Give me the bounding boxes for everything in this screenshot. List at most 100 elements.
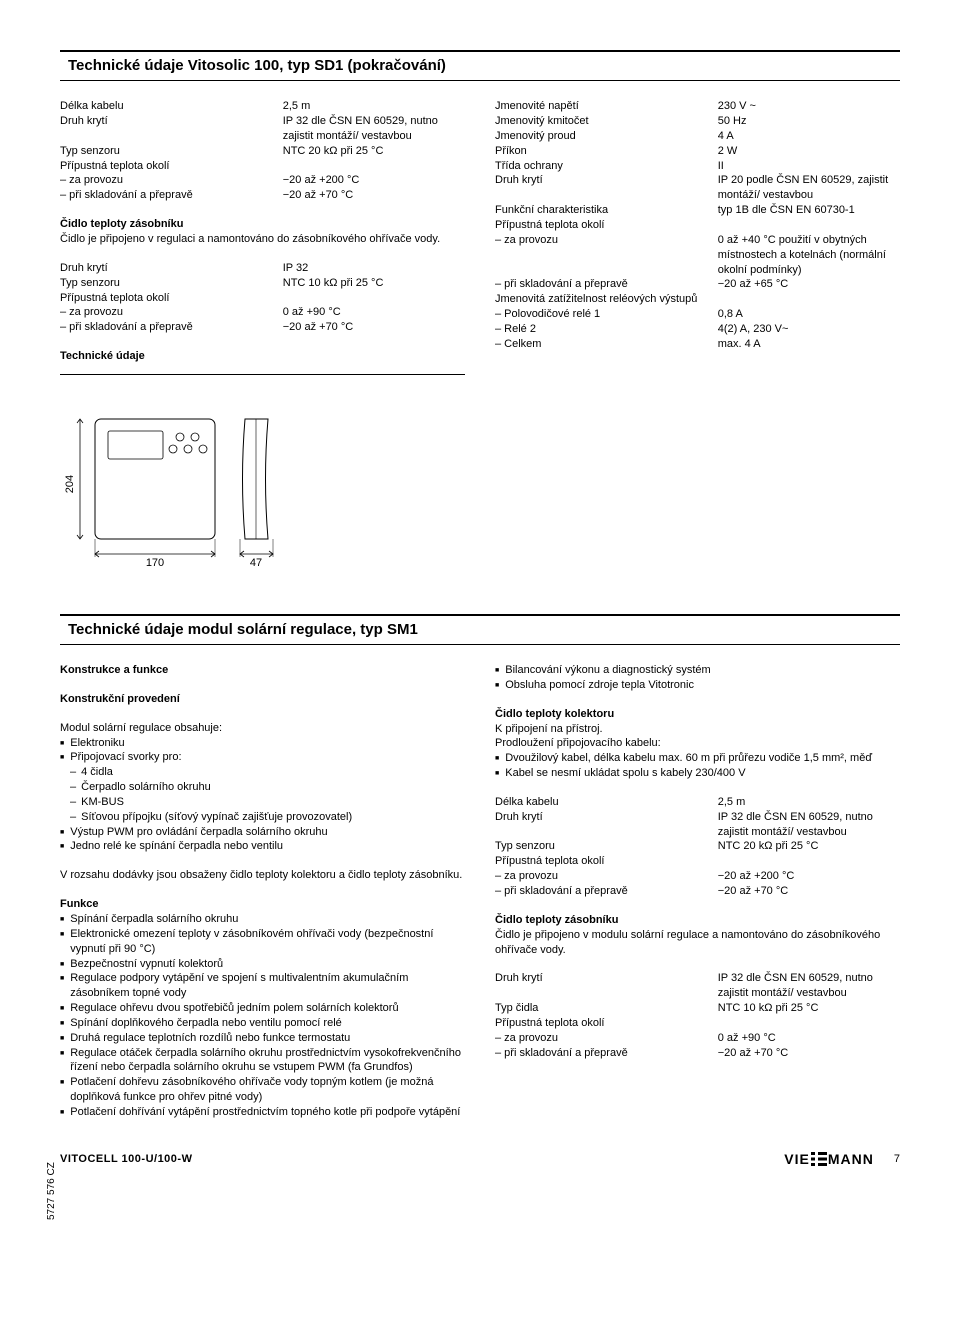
k: Příkon bbox=[495, 144, 718, 159]
section-title-top: Technické údaje Vitosolic 100, typ SD1 (… bbox=[60, 50, 900, 81]
subheading: Čidlo teploty zásobníku bbox=[495, 913, 900, 928]
v: NTC 20 kΩ při 25 °C bbox=[283, 144, 465, 159]
v: typ 1B dle ČSN EN 60730-1 bbox=[718, 203, 900, 218]
bottom-columns: Konstrukce a funkce Konstrukční proveden… bbox=[60, 663, 900, 1120]
v: 0 až +90 °C bbox=[283, 305, 465, 320]
k: Jmenovitý proud bbox=[495, 129, 718, 144]
text: Modul solární regulace obsahuje: bbox=[60, 721, 465, 736]
dim-h: 204 bbox=[64, 475, 76, 493]
label: Přípustná teplota okolí bbox=[495, 218, 900, 233]
text: V rozsahu dodávky jsou obsaženy čidlo te… bbox=[60, 868, 465, 883]
k: – Celkem bbox=[495, 337, 718, 352]
k: – za provozu bbox=[495, 869, 718, 884]
k: Druh krytí bbox=[495, 810, 718, 840]
v: −20 až +70 °C bbox=[283, 188, 465, 203]
v: −20 až +70 °C bbox=[283, 320, 465, 335]
li: Regulace otáček čerpadla solárního okruh… bbox=[70, 1046, 465, 1076]
v: −20 až +70 °C bbox=[718, 884, 900, 899]
k: – při skladování a přepravě bbox=[60, 188, 283, 203]
k: – za provozu bbox=[495, 1031, 718, 1046]
top-left-col: Délka kabelu2,5 m Druh krytíIP 32 dle ČS… bbox=[60, 99, 465, 379]
li: Regulace ohřevu dvou spotřebičů jedním p… bbox=[70, 1001, 398, 1016]
footer-product: VITOCELL 100-U/100-W bbox=[60, 1152, 192, 1167]
li: Regulace podpory vytápění ve spojení s m… bbox=[70, 971, 465, 1001]
bottom-right-col: Bilancování výkonu a diagnostický systém… bbox=[495, 663, 900, 1120]
k: Typ senzoru bbox=[60, 276, 283, 291]
subheading: Funkce bbox=[60, 897, 465, 912]
side-code: 5727 576 CZ bbox=[45, 1162, 59, 1220]
label: Přípustná teplota okolí bbox=[495, 854, 900, 869]
li: Druhá regulace teplotních rozdílů nebo f… bbox=[70, 1031, 350, 1046]
li: Potlačení dohřívání vytápění prostřednic… bbox=[70, 1105, 460, 1120]
li: Dvoužilový kabel, délka kabelu max. 60 m… bbox=[505, 751, 872, 766]
li: Bezpečnostní vypnutí kolektorů bbox=[70, 957, 223, 972]
v: 2,5 m bbox=[718, 795, 900, 810]
v: 4 A bbox=[718, 129, 900, 144]
k: – za provozu bbox=[60, 173, 283, 188]
device-diagram: 204 170 47 bbox=[60, 409, 900, 574]
k: – při skladování a přepravě bbox=[60, 320, 283, 335]
dim-w: 170 bbox=[146, 557, 164, 569]
k: – při skladování a přepravě bbox=[495, 1046, 718, 1061]
li: Potlačení dohřevu zásobníkového ohřívače… bbox=[70, 1075, 465, 1105]
li: Jedno relé ke spínání čerpadla nebo vent… bbox=[70, 839, 283, 854]
brand-logo: VIE MANN bbox=[784, 1150, 874, 1169]
k: Typ čidla bbox=[495, 1001, 718, 1016]
k: – Relé 2 bbox=[495, 322, 718, 337]
k: – při skladování a přepravě bbox=[495, 277, 718, 292]
v: NTC 20 kΩ při 25 °C bbox=[718, 839, 900, 854]
k: – při skladování a přepravě bbox=[495, 884, 718, 899]
k: Druh krytí bbox=[60, 114, 283, 144]
li: Výstup PWM pro ovládání čerpadla solární… bbox=[70, 825, 327, 840]
v: IP 20 podle ČSN EN 60529, zajistit montá… bbox=[718, 173, 900, 203]
label: Přípustná teplota okolí bbox=[60, 291, 465, 306]
k: Druh krytí bbox=[495, 971, 718, 1001]
text: Čidlo je připojeno v regulaci a namontov… bbox=[60, 232, 465, 247]
v: −20 až +200 °C bbox=[718, 869, 900, 884]
footer: VITOCELL 100-U/100-W VIE MANN 7 bbox=[60, 1150, 900, 1169]
li: Připojovací svorky pro: bbox=[70, 750, 181, 765]
v: II bbox=[718, 159, 900, 174]
v: 0 až +90 °C bbox=[718, 1031, 900, 1046]
top-right-col: Jmenovité napětí230 V ~ Jmenovitý kmitoč… bbox=[495, 99, 900, 379]
v: 2,5 m bbox=[283, 99, 465, 114]
dim-d: 47 bbox=[250, 557, 262, 569]
v: NTC 10 kΩ při 25 °C bbox=[718, 1001, 900, 1016]
li: Čerpadlo solárního okruhu bbox=[81, 780, 211, 795]
li: Elektronické omezení teploty v zásobníko… bbox=[70, 927, 465, 957]
bottom-left-col: Konstrukce a funkce Konstrukční proveden… bbox=[60, 663, 465, 1120]
v: 230 V ~ bbox=[718, 99, 900, 114]
v: 4(2) A, 230 V~ bbox=[718, 322, 900, 337]
v: −20 až +200 °C bbox=[283, 173, 465, 188]
subheading: Čidlo teploty zásobníku bbox=[60, 217, 465, 232]
v: −20 až +65 °C bbox=[718, 277, 900, 292]
v: 0,8 A bbox=[718, 307, 900, 322]
v: IP 32 dle ČSN EN 60529, nutno zajistit m… bbox=[283, 114, 465, 144]
k: Typ senzoru bbox=[60, 144, 283, 159]
subheading: Konstrukční provedení bbox=[60, 692, 465, 707]
k: – Polovodičové relé 1 bbox=[495, 307, 718, 322]
text: Prodloužení připojovacího kabelu: bbox=[495, 736, 900, 751]
divider bbox=[60, 374, 465, 375]
v: 0 až +40 °C použití v obytných místnoste… bbox=[718, 233, 900, 278]
top-columns: Délka kabelu2,5 m Druh krytíIP 32 dle ČS… bbox=[60, 99, 900, 379]
k: Délka kabelu bbox=[495, 795, 718, 810]
li: Síťovou přípojku (síťový vypínač zajišťu… bbox=[81, 810, 352, 825]
k: – za provozu bbox=[495, 233, 718, 278]
label: Přípustná teplota okolí bbox=[60, 159, 465, 174]
v: IP 32 dle ČSN EN 60529, nutno zajistit m… bbox=[718, 810, 900, 840]
k: Délka kabelu bbox=[60, 99, 283, 114]
li: Spínání doplňkového čerpadla nebo ventil… bbox=[70, 1016, 342, 1031]
v: NTC 10 kΩ při 25 °C bbox=[283, 276, 465, 291]
v: 2 W bbox=[718, 144, 900, 159]
brand-part1: VIE bbox=[784, 1150, 810, 1169]
label: Přípustná teplota okolí bbox=[495, 1016, 900, 1031]
text: Čidlo je připojeno v modulu solární regu… bbox=[495, 928, 900, 958]
li: 4 čidla bbox=[81, 765, 113, 780]
k: – za provozu bbox=[60, 305, 283, 320]
k: Funkční charakteristika bbox=[495, 203, 718, 218]
li: Spínání čerpadla solárního okruhu bbox=[70, 912, 238, 927]
section-title-bottom: Technické údaje modul solární regulace, … bbox=[60, 614, 900, 645]
li: KM-BUS bbox=[81, 795, 124, 810]
v: 50 Hz bbox=[718, 114, 900, 129]
